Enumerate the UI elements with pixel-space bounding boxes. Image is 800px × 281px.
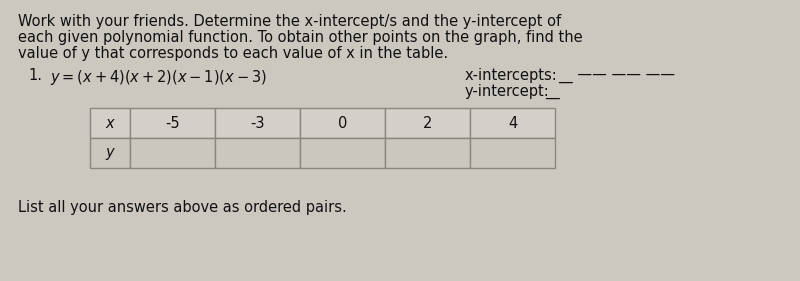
Text: each given polynomial function. To obtain other points on the graph, find the: each given polynomial function. To obtai…	[18, 30, 582, 45]
Text: y: y	[106, 146, 114, 160]
Bar	[385, 138, 470, 168]
Bar	[385, 108, 470, 138]
Text: 1.: 1.	[28, 68, 42, 83]
Text: x: x	[106, 115, 114, 130]
Bar	[130, 138, 215, 168]
Text: $\mathit{y} = (\mathit{x} + 4)(\mathit{x} + 2)(\mathit{x} - 1)(\mathit{x} - 3)$: $\mathit{y} = (\mathit{x} + 4)(\mathit{x…	[50, 68, 267, 87]
Bar	[90, 138, 130, 168]
Text: List all your answers above as ordered pairs.: List all your answers above as ordered p…	[18, 200, 346, 215]
Text: Work with your friends. Determine the x-intercept/s and the y-intercept of: Work with your friends. Determine the x-…	[18, 14, 561, 29]
Text: 4: 4	[508, 115, 517, 130]
Text: 2: 2	[423, 115, 432, 130]
Bar	[215, 138, 300, 168]
Bar	[300, 138, 385, 168]
Text: __: __	[545, 84, 560, 99]
Bar	[215, 108, 300, 138]
Bar	[470, 138, 555, 168]
Text: __ —— —— ——: __ —— —— ——	[558, 68, 675, 83]
Text: -5: -5	[165, 115, 180, 130]
Bar	[470, 108, 555, 138]
Bar	[90, 108, 130, 138]
Text: x-intercepts:: x-intercepts:	[465, 68, 558, 83]
Bar	[130, 108, 215, 138]
Bar	[300, 108, 385, 138]
Text: -3: -3	[250, 115, 265, 130]
Text: y-intercept:: y-intercept:	[465, 84, 550, 99]
Text: value of y that corresponds to each value of x in the table.: value of y that corresponds to each valu…	[18, 46, 448, 61]
Text: 0: 0	[338, 115, 347, 130]
